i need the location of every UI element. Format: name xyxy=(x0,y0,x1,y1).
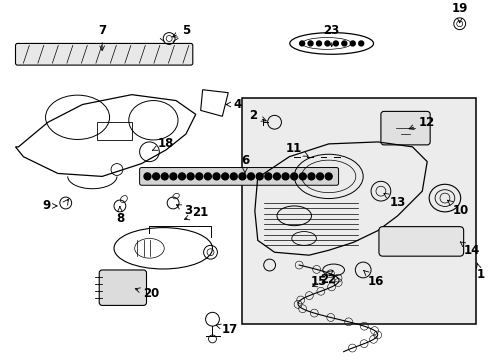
FancyBboxPatch shape xyxy=(378,227,463,256)
Text: 17: 17 xyxy=(216,323,238,336)
Text: 9: 9 xyxy=(42,199,57,212)
Text: 13: 13 xyxy=(383,193,405,210)
FancyBboxPatch shape xyxy=(139,167,338,185)
Circle shape xyxy=(307,173,314,180)
Circle shape xyxy=(358,41,363,46)
Circle shape xyxy=(221,173,228,180)
FancyBboxPatch shape xyxy=(380,111,429,145)
Circle shape xyxy=(316,41,321,46)
Circle shape xyxy=(187,173,194,180)
Text: 21: 21 xyxy=(184,206,208,220)
Bar xyxy=(97,122,131,140)
Text: 2: 2 xyxy=(248,109,265,122)
Text: 19: 19 xyxy=(450,3,467,23)
Circle shape xyxy=(247,173,254,180)
Text: 4: 4 xyxy=(225,98,241,111)
Circle shape xyxy=(325,173,331,180)
Circle shape xyxy=(307,41,312,46)
Circle shape xyxy=(204,173,211,180)
Text: 7: 7 xyxy=(98,24,106,50)
Text: 18: 18 xyxy=(152,138,174,150)
Text: 1: 1 xyxy=(475,263,484,282)
Text: 8: 8 xyxy=(116,207,124,225)
Circle shape xyxy=(230,173,237,180)
Text: 11: 11 xyxy=(285,142,307,156)
Text: 22: 22 xyxy=(312,273,336,287)
Circle shape xyxy=(349,41,354,46)
Circle shape xyxy=(264,173,271,180)
Circle shape xyxy=(178,173,185,180)
Text: 16: 16 xyxy=(363,270,384,288)
FancyBboxPatch shape xyxy=(16,44,192,65)
Circle shape xyxy=(282,173,288,180)
Text: 20: 20 xyxy=(135,287,159,300)
Circle shape xyxy=(239,173,245,180)
Text: 14: 14 xyxy=(459,242,479,257)
Text: 5: 5 xyxy=(172,24,190,37)
Circle shape xyxy=(144,173,151,180)
Circle shape xyxy=(161,173,168,180)
Circle shape xyxy=(316,173,323,180)
Text: 10: 10 xyxy=(447,200,468,217)
Circle shape xyxy=(290,173,297,180)
Circle shape xyxy=(299,41,304,46)
Circle shape xyxy=(213,173,220,180)
Text: 12: 12 xyxy=(408,116,434,130)
FancyBboxPatch shape xyxy=(99,270,146,305)
Circle shape xyxy=(169,173,177,180)
Circle shape xyxy=(273,173,280,180)
Circle shape xyxy=(299,173,305,180)
Circle shape xyxy=(152,173,159,180)
Circle shape xyxy=(325,41,329,46)
Text: 6: 6 xyxy=(241,154,248,173)
Circle shape xyxy=(195,173,203,180)
Circle shape xyxy=(333,41,338,46)
Bar xyxy=(242,98,475,324)
Circle shape xyxy=(341,41,346,46)
Text: 3: 3 xyxy=(176,204,191,217)
Circle shape xyxy=(256,173,263,180)
Text: 15: 15 xyxy=(310,271,332,288)
Text: 23: 23 xyxy=(323,24,339,46)
